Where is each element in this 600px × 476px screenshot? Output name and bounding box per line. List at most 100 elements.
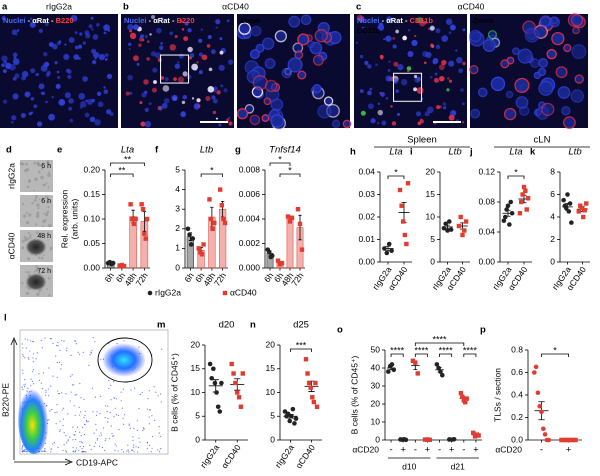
data-point (142, 231, 147, 236)
event (31, 371, 34, 373)
y-axis-label: B cells (% of CD45⁺) (169, 353, 179, 432)
cell (163, 97, 170, 104)
cell (407, 28, 411, 32)
data-point (413, 360, 418, 365)
event (72, 426, 74, 428)
y-tick-label: 0.15 (83, 189, 100, 199)
cell (385, 37, 389, 41)
texture (35, 196, 38, 199)
event (121, 407, 124, 409)
cell (407, 69, 410, 73)
texture (48, 223, 52, 228)
y-tick-label: 6 (550, 189, 555, 199)
cell (140, 121, 146, 127)
texture (47, 163, 50, 166)
event (77, 351, 79, 353)
data-point (561, 197, 566, 203)
event (74, 430, 77, 433)
stain-separator: - (147, 16, 154, 25)
cell (377, 102, 381, 105)
stain-name: αRat (386, 16, 403, 25)
cell (546, 48, 557, 60)
event (104, 439, 106, 442)
cell (446, 88, 450, 92)
data-point (524, 207, 529, 212)
event (104, 449, 106, 451)
cell (92, 60, 97, 65)
data-point (451, 436, 457, 442)
data-point (458, 391, 464, 396)
event (130, 389, 132, 391)
data-point (578, 203, 583, 208)
event (69, 400, 71, 402)
cell (152, 67, 158, 73)
cell (141, 92, 147, 98)
event (114, 443, 116, 445)
event (22, 347, 24, 349)
y-tick-label: 10 (191, 387, 201, 397)
event (58, 392, 60, 395)
data-point (196, 246, 201, 251)
cell (422, 50, 429, 58)
y-tick-label: 0 (195, 434, 200, 444)
event (65, 451, 68, 453)
event (151, 447, 153, 449)
event (142, 429, 144, 432)
cell (226, 19, 230, 23)
cell (159, 45, 164, 50)
event (161, 348, 163, 350)
texture (25, 220, 30, 225)
axis-arrow (10, 336, 18, 460)
cell (378, 22, 384, 28)
event (56, 404, 58, 406)
cell (150, 51, 157, 57)
cell (261, 114, 270, 122)
event (160, 448, 162, 450)
data-point (505, 203, 511, 209)
cell (200, 28, 204, 31)
event (23, 384, 25, 386)
significance-bracket (387, 175, 405, 179)
cell (198, 70, 203, 75)
event (94, 341, 96, 343)
texture (47, 173, 51, 178)
cell (125, 91, 130, 96)
event (44, 447, 46, 450)
texture (24, 238, 28, 242)
event (114, 407, 116, 409)
cell (312, 84, 322, 94)
event (109, 411, 111, 413)
data-point (573, 437, 578, 443)
event (38, 373, 40, 375)
event (122, 388, 124, 390)
y-tick-label: 0.00 (358, 256, 375, 266)
event (60, 364, 63, 366)
event (105, 405, 107, 407)
cell (462, 28, 466, 32)
texture (33, 271, 36, 273)
chart-title: Ltb (448, 147, 461, 158)
cell (198, 38, 203, 43)
event (24, 449, 26, 451)
data-point (508, 199, 514, 205)
data-point (292, 421, 297, 426)
cell (144, 107, 149, 113)
event (85, 451, 87, 453)
population (102, 343, 146, 377)
significance-label: **** (390, 345, 405, 355)
cell (160, 41, 163, 45)
event (81, 448, 83, 450)
data-point (427, 437, 433, 443)
group-label: αCD40 (6, 232, 16, 259)
data-point (211, 366, 216, 372)
cell (21, 70, 29, 78)
data-point (313, 380, 318, 386)
texture (42, 219, 46, 224)
event (22, 445, 24, 448)
cell (249, 49, 260, 60)
cell (460, 88, 464, 92)
cell (500, 59, 510, 69)
cell (146, 40, 150, 43)
data-point (582, 208, 587, 213)
significance-label: * (210, 165, 214, 175)
